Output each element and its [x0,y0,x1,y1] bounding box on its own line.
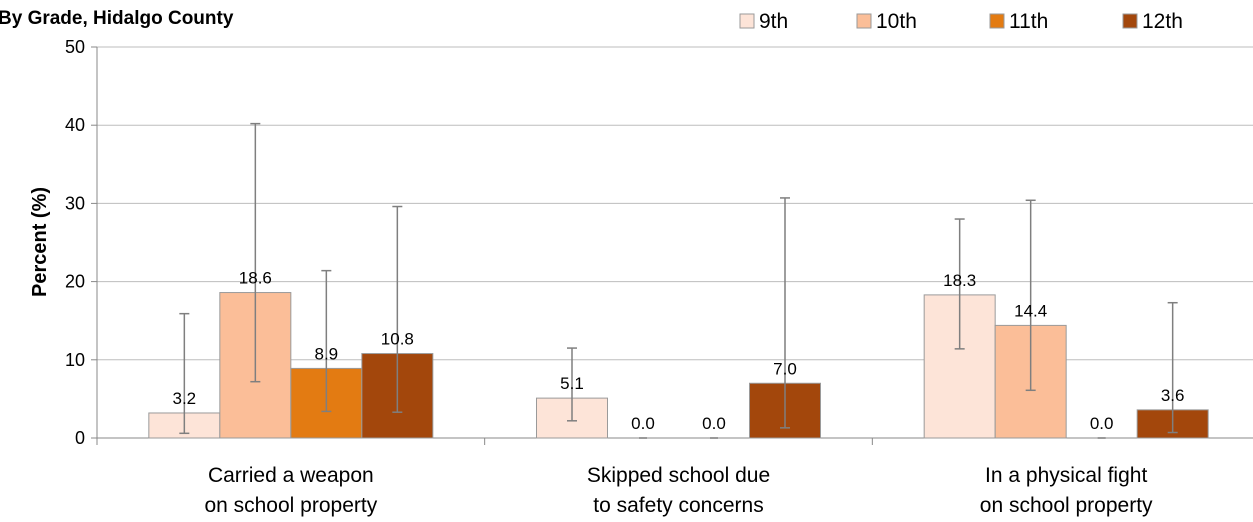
category-label: Carried a weapon [208,464,374,487]
data-label: 8.9 [315,344,339,363]
y-tick-label: 40 [65,115,85,135]
category-label: to safety concerns [593,494,763,517]
legend-label: 9th [759,10,788,33]
data-label: 14.4 [1014,301,1047,320]
data-label: 3.2 [173,389,197,408]
legend-label: 10th [876,10,917,33]
category-labels: Carried a weapon on school property Skippe… [204,464,1153,517]
legend-swatch [739,13,755,29]
data-label: 10.8 [381,330,414,349]
y-tick-label: 0 [75,428,85,448]
data-label: 7.0 [773,359,797,378]
data-label: 0.0 [631,414,655,433]
y-tick-label: 50 [65,37,85,57]
y-tick-labels: 0 10 20 30 40 50 [65,37,85,448]
legend-label: 12th [1142,10,1183,33]
legend-label: 11th [1009,10,1048,33]
data-label: 0.0 [702,414,726,433]
data-label: 5.1 [560,374,584,393]
data-label: 18.6 [239,269,272,288]
chart-title: By Grade, Hidalgo County [0,8,234,29]
data-label: 0.0 [1090,414,1114,433]
y-tick-label: 30 [65,193,85,213]
legend: 9th 10th 11th 12th [739,10,1183,33]
y-axis-label: Percent (%) [29,187,51,297]
legend-swatch [989,13,1005,29]
legend-swatch [856,13,872,29]
y-tick-label: 20 [65,272,85,292]
category-label: Skipped school due [587,464,770,487]
error-bars [179,122,1178,435]
bars [148,292,1209,439]
category-label: In a physical fight [985,464,1147,487]
legend-swatch [1122,13,1138,29]
data-label: 3.6 [1161,386,1185,405]
category-label: on school property [204,494,377,517]
y-tick-label: 10 [65,350,85,370]
data-labels: 3.2 18.6 8.9 10.8 5.1 0.0 0.0 7.0 18.3 14.4 0.0 3.6 [173,269,1185,433]
data-label: 18.3 [943,271,976,290]
category-label: on school property [980,494,1153,517]
